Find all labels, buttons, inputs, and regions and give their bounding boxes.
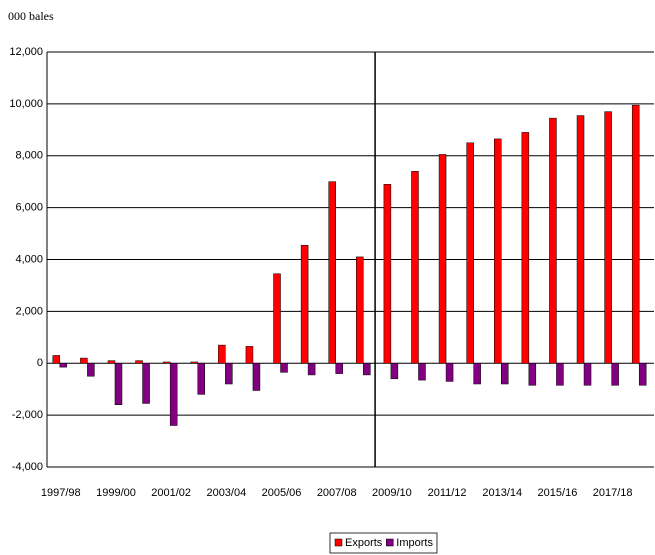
bar xyxy=(383,184,392,364)
bar xyxy=(390,363,399,380)
y-tick-label: -2,000 xyxy=(12,409,43,421)
y-tick-label: 6,000 xyxy=(15,202,43,214)
x-tick-label: 2007/08 xyxy=(317,487,357,499)
bar xyxy=(556,363,564,386)
bar xyxy=(135,360,143,364)
y-tick-label: 10,000 xyxy=(9,98,43,110)
bar xyxy=(273,273,281,364)
bar xyxy=(473,363,481,385)
x-tick-label: 1997/98 xyxy=(41,487,81,499)
bar xyxy=(638,363,647,386)
bar xyxy=(438,154,447,364)
y-tick-label: 12,000 xyxy=(9,46,43,58)
bar xyxy=(501,363,509,385)
bar xyxy=(466,142,474,364)
legend-swatch xyxy=(334,538,343,547)
bar xyxy=(445,363,454,382)
y-tick-label: 8,000 xyxy=(15,150,43,162)
bar xyxy=(142,363,150,404)
bar xyxy=(280,363,288,373)
bar xyxy=(363,363,371,376)
x-tick-label: 2005/06 xyxy=(262,487,302,499)
bar xyxy=(162,361,171,364)
bar xyxy=(356,256,364,364)
legend-box xyxy=(329,532,438,554)
y-tick-label: 0 xyxy=(37,357,43,369)
y-tick-label: 2,000 xyxy=(15,305,43,317)
x-tick-label: 2003/04 xyxy=(206,487,246,499)
bar xyxy=(604,111,612,364)
bar xyxy=(107,360,116,364)
bar xyxy=(245,346,254,364)
bar xyxy=(307,363,316,376)
bar xyxy=(549,117,557,364)
x-tick-label: 2001/02 xyxy=(151,487,191,499)
bar xyxy=(521,132,530,364)
bar xyxy=(218,344,226,364)
bar xyxy=(300,244,309,364)
bar xyxy=(114,363,123,405)
legend-swatch xyxy=(386,538,394,547)
bar xyxy=(611,363,619,386)
bar xyxy=(197,363,205,395)
bar xyxy=(169,363,178,426)
y-tick-label: -4,000 xyxy=(12,461,43,473)
legend-label: Imports xyxy=(396,537,433,549)
x-tick-label: 1999/00 xyxy=(96,487,136,499)
x-tick-label: 2015/16 xyxy=(538,487,578,499)
bar xyxy=(80,357,88,364)
x-tick-label: 2011/12 xyxy=(428,487,467,499)
bar xyxy=(411,171,419,364)
bar xyxy=(87,363,95,377)
bar xyxy=(252,363,261,391)
bar xyxy=(335,363,343,374)
bar xyxy=(59,363,68,368)
bar xyxy=(52,355,61,364)
bar xyxy=(528,363,537,386)
bar xyxy=(494,138,502,364)
bar xyxy=(328,181,336,364)
bar xyxy=(190,361,198,364)
x-tick-label: 2017/18 xyxy=(593,487,633,499)
unit-label: 000 bales xyxy=(8,9,54,23)
bar xyxy=(583,363,592,386)
bar xyxy=(631,104,640,364)
x-tick-label: 2013/14 xyxy=(482,487,522,499)
bar xyxy=(225,363,233,385)
bar xyxy=(418,363,426,381)
x-tick-label: 2009/10 xyxy=(372,487,412,499)
bar xyxy=(576,115,585,364)
legend-label: Exports xyxy=(345,537,383,549)
y-tick-label: 4,000 xyxy=(15,253,43,265)
